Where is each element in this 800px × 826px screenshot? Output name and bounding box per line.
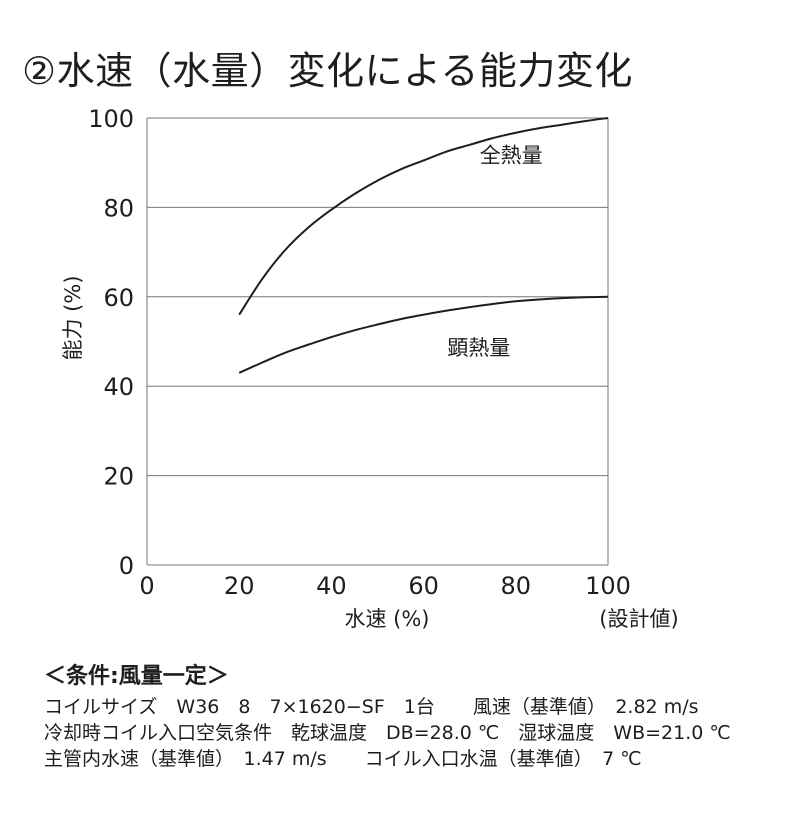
x-tick-label-100: 100 xyxy=(585,572,631,600)
water-velocity-text: 主管内水速（基準値） 1.47 m/s xyxy=(44,748,327,770)
series-label-total-heat: 全熱量 xyxy=(480,144,543,168)
y-tick-label-40: 40 xyxy=(103,373,134,401)
y-axis-label: 能力 (%) xyxy=(61,275,85,360)
air-velocity-text: 風速（基準値） 2.82 m/s xyxy=(434,696,699,718)
axes xyxy=(146,118,609,566)
coil-size-text: コイルサイズ W36 8 7×1620−SF 1台 xyxy=(44,696,435,718)
water-temp-text: コイル入口水温（基準値） 7 ℃ xyxy=(326,748,642,770)
x-tick-label-60: 60 xyxy=(408,572,439,600)
y-tick-label-100: 100 xyxy=(88,105,134,133)
conditions-heading: ＜条件:風量一定＞ xyxy=(44,664,229,689)
condition-line-air-inlet: 冷却時コイル入口空気条件 乾球温度 DB=28.0 ℃ 湿球温度 WB=21.0… xyxy=(44,720,731,746)
x-tick-label-20: 20 xyxy=(224,572,255,600)
x-tick-label-0: 0 xyxy=(139,572,154,600)
series-line-total-heat xyxy=(238,117,609,316)
y-tick-label-60: 60 xyxy=(103,284,134,312)
conditions-block: ＜条件:風量一定＞ コイルサイズ W36 8 7×1620−SF 1台 風速（基… xyxy=(44,664,731,772)
condition-line-coil-size: コイルサイズ W36 8 7×1620−SF 1台 風速（基準値） 2.82 m… xyxy=(44,694,731,720)
condition-line-water: 主管内水速（基準値） 1.47 m/s コイル入口水温（基準値） 7 ℃ xyxy=(44,746,731,772)
series-label-sensible-heat: 顕熱量 xyxy=(447,336,510,360)
series-line-sensible-heat xyxy=(238,295,609,374)
wet-bulb-text: 湿球温度 WB=21.0 ℃ xyxy=(499,722,731,744)
x-tick-labels: 0 20 40 60 80 100 xyxy=(139,572,631,600)
y-tick-labels: 0 20 40 60 80 100 xyxy=(88,105,134,580)
x-axis-design-value-label: (設計値) xyxy=(599,607,678,631)
y-tick-label-80: 80 xyxy=(103,194,134,222)
page-title: ②水速（水量）変化による能力変化 xyxy=(22,49,633,93)
x-axis-label: 水速 (%) xyxy=(344,607,429,631)
dry-bulb-text: 冷却時コイル入口空気条件 乾球温度 DB=28.0 ℃ xyxy=(44,722,500,744)
y-tick-label-20: 20 xyxy=(103,463,134,491)
x-tick-label-80: 80 xyxy=(501,572,532,600)
x-tick-label-40: 40 xyxy=(316,572,347,600)
grid-lines xyxy=(147,117,608,477)
y-tick-label-0: 0 xyxy=(119,552,134,580)
series-lines xyxy=(238,117,609,374)
